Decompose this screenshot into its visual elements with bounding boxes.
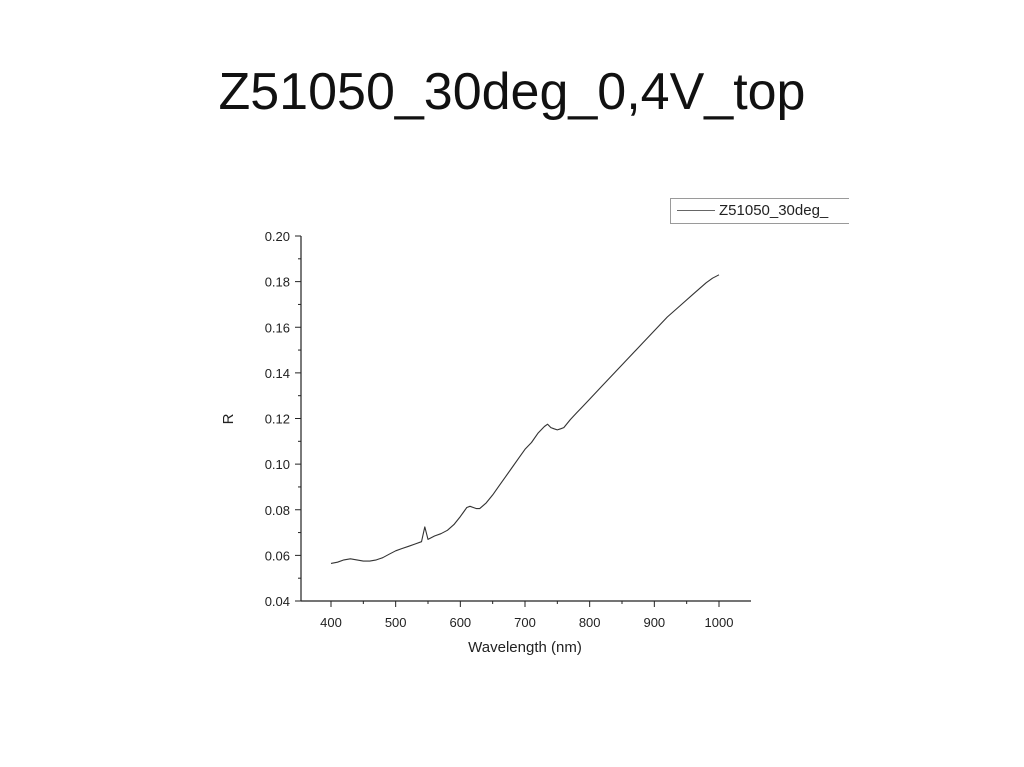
- y-tick-label: 0.16: [265, 320, 290, 335]
- x-tick-label: 700: [514, 615, 536, 630]
- x-tick-label: 1000: [705, 615, 734, 630]
- y-tick-label: 0.18: [265, 275, 290, 290]
- y-axis-label: R: [220, 413, 237, 424]
- chart-legend: Z51050_30deg_: [670, 198, 849, 224]
- legend-line-swatch: [677, 210, 715, 211]
- slide-title: Z51050_30deg_0,4V_top: [218, 63, 806, 121]
- y-tick-label: 0.10: [265, 457, 290, 472]
- x-tick-label: 500: [385, 615, 407, 630]
- x-tick-label: 800: [579, 615, 601, 630]
- y-tick-label: 0.08: [265, 503, 290, 518]
- x-tick-label: 900: [643, 615, 665, 630]
- y-tick-label: 0.14: [265, 366, 290, 381]
- y-tick-label: 0.04: [265, 594, 290, 609]
- legend-label: Z51050_30deg_: [719, 202, 829, 219]
- y-tick-label: 0.20: [265, 229, 290, 244]
- y-tick-label: 0.06: [265, 548, 290, 563]
- series-line-0: [330, 274, 720, 564]
- x-tick-label: 600: [449, 615, 471, 630]
- x-axis-label: Wavelength (nm): [468, 639, 582, 656]
- x-tick-label: 400: [320, 615, 342, 630]
- y-tick-label: 0.12: [265, 412, 290, 427]
